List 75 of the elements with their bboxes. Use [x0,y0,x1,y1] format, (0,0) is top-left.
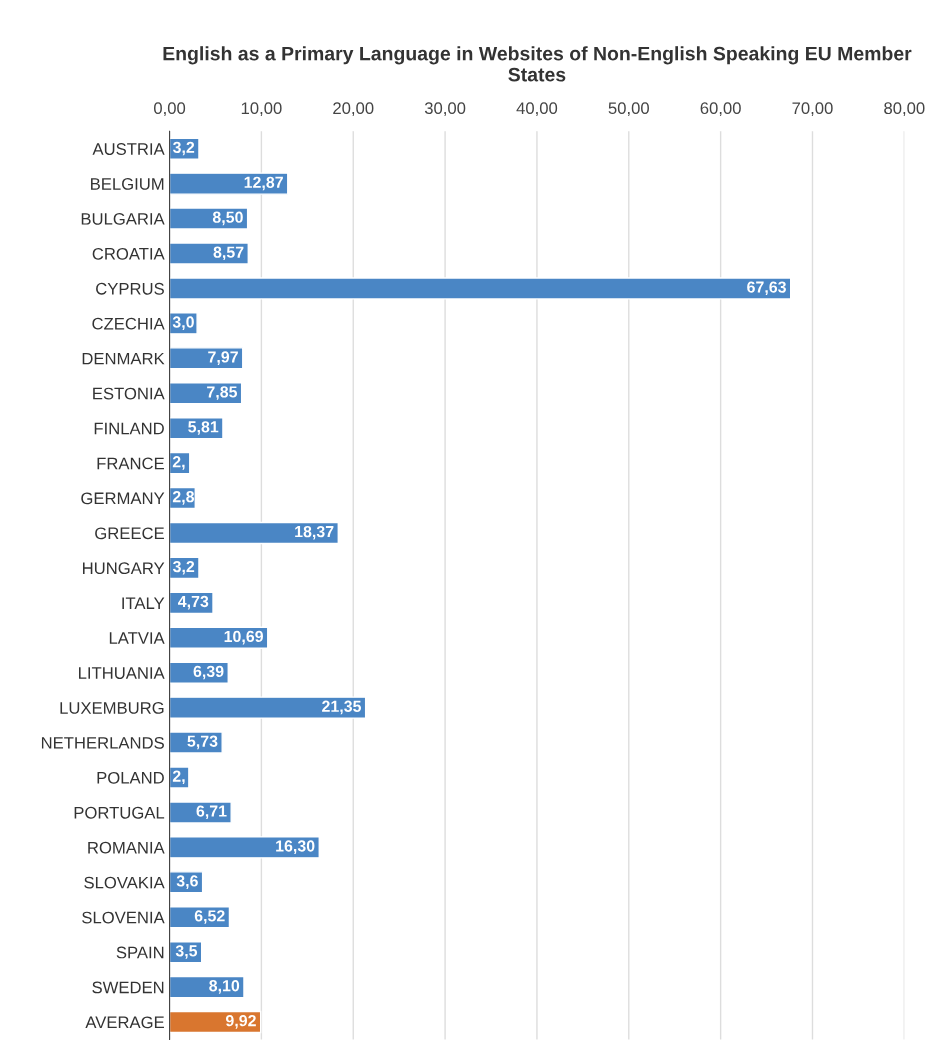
data-label: 16,30 [276,840,315,854]
x-tick-label: 80,00 [884,102,925,117]
y-tick-label: POLAND [97,771,164,784]
data-label: 3,6 [176,875,198,889]
y-tick-label: CYPRUS [96,282,164,295]
data-label: 8,50 [212,211,243,226]
x-tick-label: 0,00 [153,102,186,117]
y-tick-label: GREECE [95,527,164,540]
y-tick-label: LITHUANIA [79,667,165,679]
x-tick-label: 70,00 [792,102,833,117]
data-label: 2, [172,770,185,785]
y-tick-label: AUSTRIA [92,143,165,155]
bar [169,731,223,754]
bar [169,277,792,300]
x-tick-label: 60,00 [700,102,741,117]
y-tick-label: CROATIA [92,247,165,260]
data-label: 4,73 [177,595,209,610]
bar [169,975,245,999]
y-tick-label: CZECHIA [92,317,165,330]
chart-title: English as a Primary Language in Websites of Non-English Speaking EU Member States [163,46,912,82]
data-label: 18,37 [295,525,334,540]
bar [169,696,367,719]
bar [169,172,289,195]
data-label: 7,97 [208,351,238,365]
data-label: 3,2 [172,560,195,575]
y-tick-label: SWEDEN [92,981,164,994]
y-tick-label: PORTUGAL [74,806,165,819]
y-tick-label: HUNGARY [83,562,165,575]
data-label: 3,5 [175,945,198,959]
x-tick-label: 30,00 [424,102,466,117]
y-tick-label: GERMANY [81,492,165,505]
y-tick-label: FRANCE [97,457,164,470]
bar [169,242,249,265]
data-label: 5,73 [187,735,218,750]
bar [169,766,190,789]
data-label: 2,8 [172,491,195,505]
data-label: 10,69 [224,630,263,645]
data-label: 9,92 [225,1015,256,1029]
data-label: 2, [172,456,185,470]
data-label: 8,10 [209,980,240,994]
data-label: 7,85 [207,386,238,400]
y-tick-label: SPAIN [116,946,164,959]
data-label: 21,35 [322,700,362,715]
bar [169,801,232,824]
y-tick-label: ITALY [122,597,165,609]
bar [169,521,339,545]
data-label: 8,57 [213,246,244,261]
y-tick-label: SLOVAKIA [84,876,165,889]
y-tick-label: LUXEMBURG [60,702,164,714]
y-tick-label: LATVIA [109,632,165,644]
x-tick-label: 20,00 [333,102,374,117]
y-tick-label: SLOVENIA [82,911,165,924]
bar [169,1010,262,1034]
y-tick-label: BELGIUM [91,178,164,190]
x-tick-label: 40,00 [516,102,558,117]
y-tick-label: AVERAGE [85,1016,164,1029]
x-tick-label: 50,00 [608,102,649,117]
data-label: 6,52 [194,910,225,924]
bar [169,347,244,370]
y-tick-label: FINLAND [94,422,164,435]
data-label: 5,81 [188,421,219,435]
bar [169,207,249,230]
data-label: 12,87 [244,176,283,191]
y-tick-label: ROMANIA [88,841,165,854]
y-tick-label: BULGARIA [81,212,165,225]
x-tick-label: 10,00 [241,102,282,117]
y-tick-label: NETHERLANDS [41,736,164,749]
data-label: 3,2 [172,141,195,156]
data-label: 6,71 [196,805,227,820]
data-label: 67,63 [747,281,786,296]
data-label: 6,39 [193,665,224,680]
y-tick-label: ESTONIA [93,387,165,400]
bar [169,836,320,859]
y-tick-label: DENMARK [82,352,165,365]
data-label: 3,0 [172,316,194,330]
